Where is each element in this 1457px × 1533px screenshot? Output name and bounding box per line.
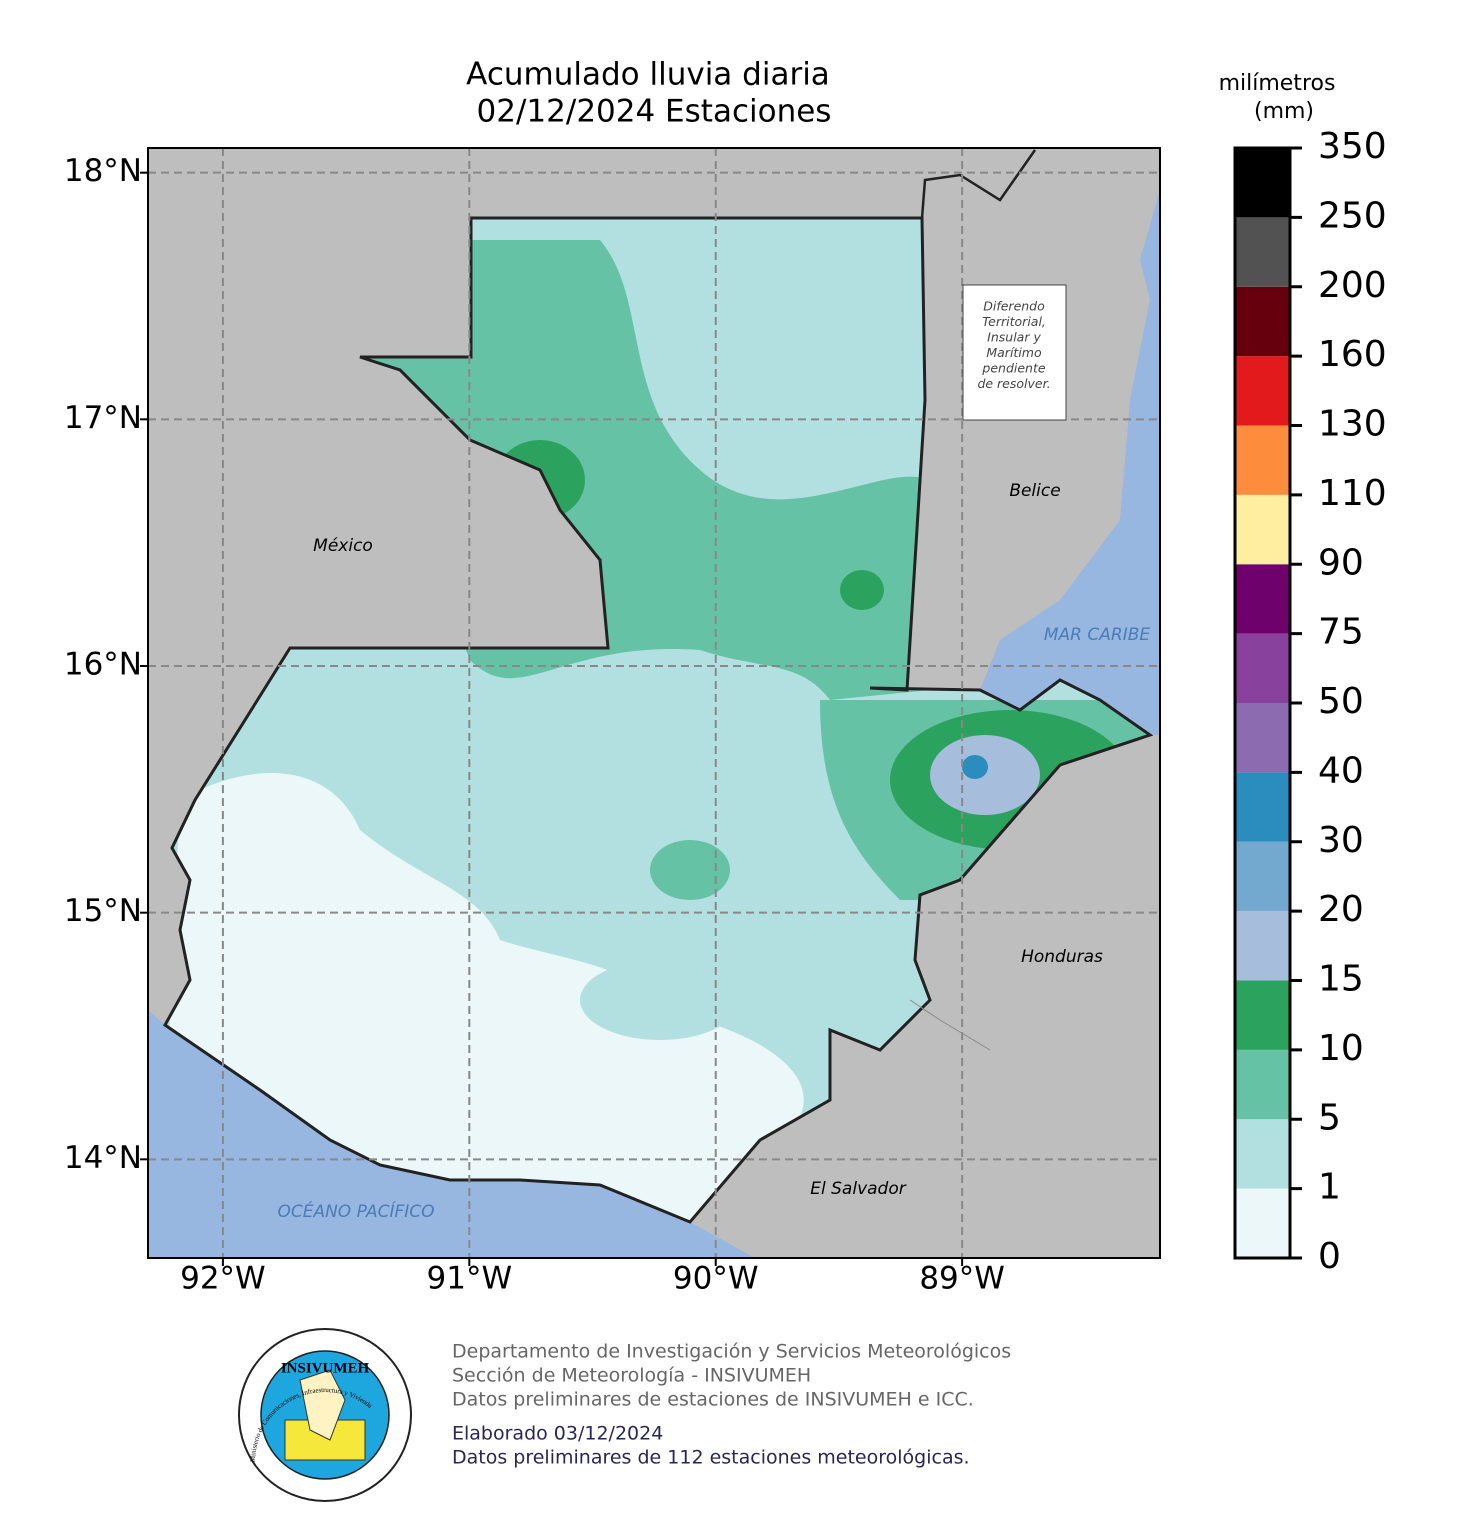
colorbar-title: milímetros [1219,71,1336,96]
colorbar-bin [1235,425,1290,495]
colorbar-bin [1235,286,1290,357]
x-tick-label: 91°W [427,1261,513,1297]
colorbar-title: (mm) [1254,99,1314,124]
colorbar-label: 40 [1318,750,1364,791]
colorbar-bin [1235,148,1290,218]
colorbar-bin [1235,633,1290,703]
title: 02/12/2024 Estaciones [477,94,832,130]
map-label: Honduras [1021,947,1103,967]
notice-text: pendiente [981,361,1045,376]
map-label: OCÉANO PACÍFICO [277,1200,434,1222]
colorbar-label: 250 [1318,195,1387,236]
notice-text: Marítimo [986,345,1042,360]
notice-text: Territorial, [982,314,1046,329]
colorbar-bin [1235,1188,1290,1258]
frame [147,147,1161,1259]
notice-text: Diferendo [983,299,1045,314]
colorbar-bin [1235,494,1290,565]
footer-line: Elaborado 03/12/2024 [452,1423,663,1445]
colorbar-bin [1235,703,1290,773]
colorbar-label: 10 [1318,1028,1364,1069]
map-label: MAR CARIBE [1044,625,1151,645]
logo: INSIVUMEH Ministerio de Comunicaciones, … [238,1328,412,1502]
y-tick-label: 14°N [64,1140,142,1176]
colorbar-label: 130 [1318,404,1387,445]
colorbar-label: 75 [1318,612,1364,653]
colorbar-bin [1235,911,1290,981]
colorbar-bin [1235,980,1290,1050]
colorbar-label: 50 [1318,681,1364,722]
colorbar-label: 110 [1318,473,1387,514]
colorbar-label: 20 [1318,889,1364,930]
notice-box [962,284,1067,421]
notice-text: Insular y [987,330,1041,345]
colorbar-bin [1235,772,1290,842]
colorbar-label: 200 [1318,265,1387,306]
x-tick-label: 89°W [919,1261,1005,1297]
colorbar-label: 350 [1318,126,1387,167]
y-tick-label: 16°N [64,647,142,683]
colorbar-label: 0 [1318,1236,1341,1277]
caribbean [980,190,1160,735]
colorbar-label: 90 [1318,542,1364,583]
notice-text: de resolver. [977,376,1050,391]
colorbar-bin [1235,564,1290,634]
footer-line: Datos preliminares de estaciones de INSI… [452,1389,974,1411]
colorbar-label: 160 [1318,334,1387,375]
x-tick-label: 92°W [180,1261,266,1297]
colorbar-label: 5 [1318,1097,1341,1138]
pacific [148,1010,755,1258]
title: Acumulado lluvia diaria [466,57,830,93]
colorbar-label: 15 [1318,959,1364,1000]
y-tick-label: 15°N [64,893,142,929]
colorbar-bin [1235,1119,1290,1189]
y-tick-label: 17°N [64,400,142,436]
footer-line: Sección de Meteorología - INSIVUMEH [452,1365,811,1387]
map-label: México [313,536,373,556]
colorbar-bin [1235,841,1290,912]
x-tick-label: 90°W [673,1261,759,1297]
map-label: Belice [1009,481,1060,501]
footer-line: Departamento de Investigación y Servicio… [452,1341,1011,1363]
colorbar-label: 1 [1318,1167,1341,1208]
footer-line: Datos preliminares de 112 estaciones met… [452,1447,970,1469]
colorbar-bin [1235,217,1290,287]
logo-name: INSIVUMEH [281,1360,370,1376]
y-tick-label: 18°N [64,153,142,189]
map-label: El Salvador [810,1179,906,1199]
colorbar-bin [1235,1049,1290,1120]
colorbar-bin [1235,356,1290,426]
colorbar-label: 30 [1318,820,1364,861]
